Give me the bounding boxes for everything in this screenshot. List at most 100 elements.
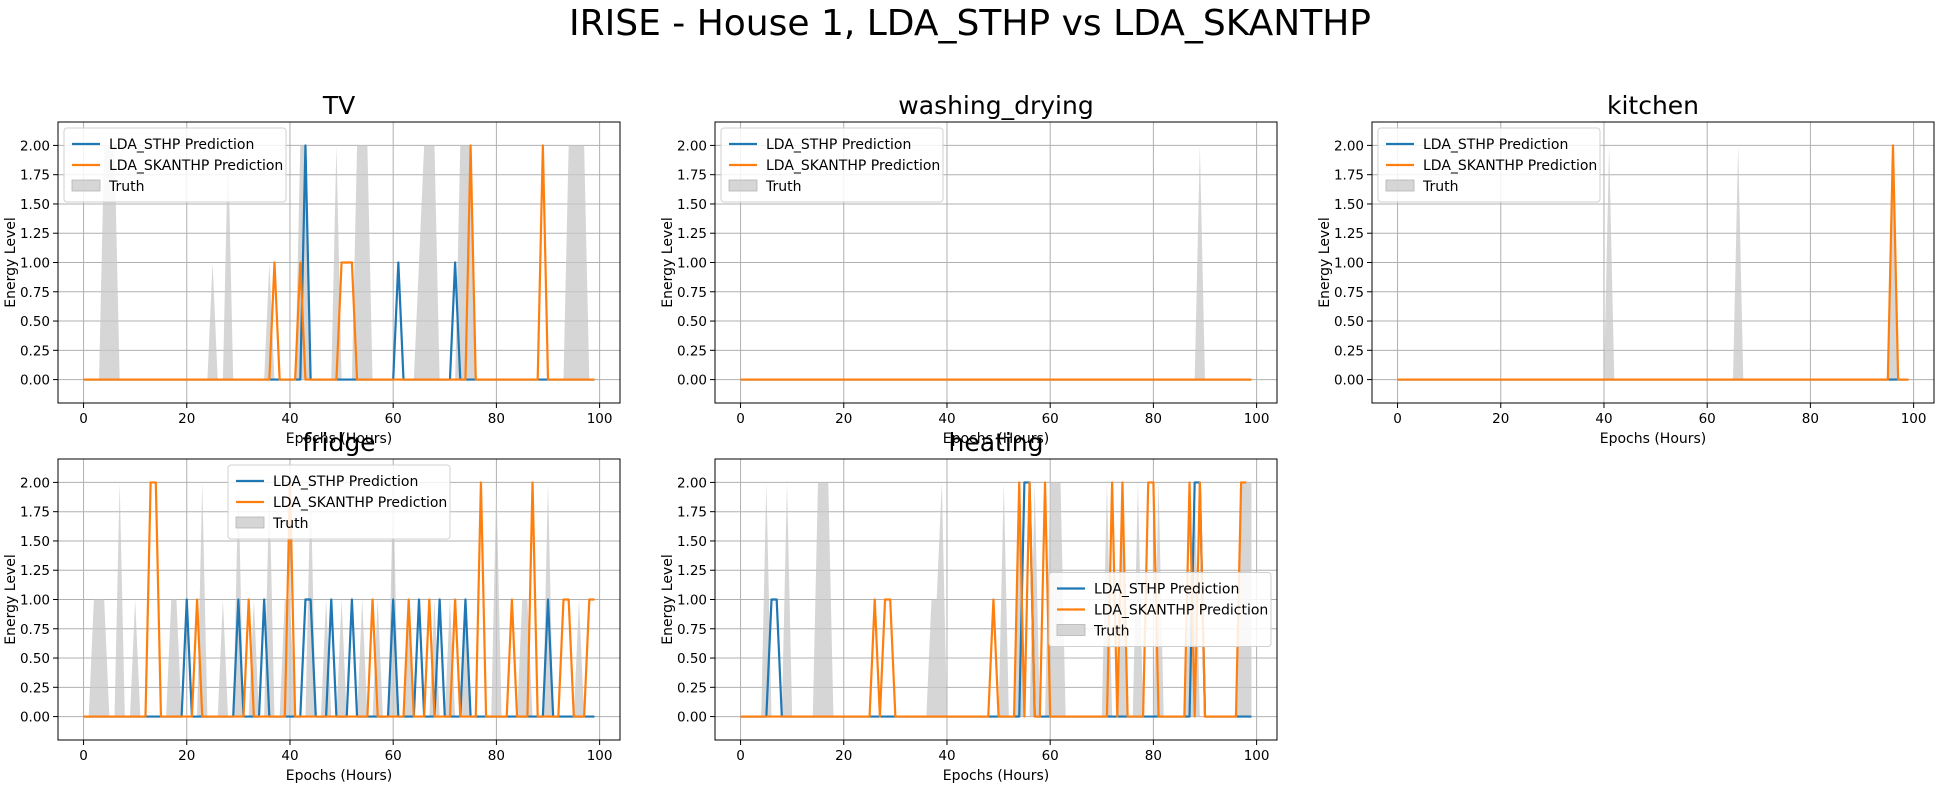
x-axis-label: Epochs (Hours) (943, 768, 1050, 784)
y-tick-label: 0.50 (20, 314, 50, 330)
x-axis-label: Epochs (Hours) (943, 431, 1050, 447)
subplot-TV: 0 20 40 60 80 100 0.00 0.25 0.50 0.75 1.00 1.25 1.50… (3, 91, 621, 447)
subplot-title: heating (948, 428, 1043, 457)
x-tick-label: 40 (938, 411, 955, 427)
skanthp-prediction-line (740, 481, 1247, 718)
legend-label: Truth (765, 179, 802, 195)
y-tick-label: 0.00 (1334, 373, 1364, 389)
legend-box (1377, 127, 1601, 203)
x-tick-label: 60 (1042, 411, 1059, 427)
legend-label: LDA_STHP Prediction (766, 137, 911, 153)
y-tick-label: 0.75 (677, 622, 707, 638)
y-tick-label: 1.25 (677, 226, 707, 242)
legend-box (63, 127, 287, 203)
skanthp-prediction-line (83, 144, 595, 381)
x-tick-label: 20 (835, 748, 852, 764)
y-tick-label: 1.25 (20, 226, 50, 242)
legend-swatch-area (71, 179, 101, 192)
skanthp-prediction-line (83, 481, 595, 718)
y-tick-label: 1.25 (677, 563, 707, 579)
y-tick-label: 0.25 (20, 343, 50, 359)
sthp-prediction-line (83, 598, 595, 718)
truth-area (83, 482, 595, 717)
legend-label: LDA_STHP Prediction (1094, 582, 1239, 598)
y-tick-label: 1.75 (677, 505, 707, 521)
legend-label: LDA_STHP Prediction (273, 474, 418, 490)
legend-label: Truth (1093, 624, 1130, 640)
subplot-heating: 0 20 40 60 80 100 0.00 0.25 0.50 0.75 1.00 1.25 1.50… (660, 428, 1278, 784)
y-tick-label: 1.00 (677, 256, 707, 272)
y-tick-label: 2.00 (677, 138, 707, 154)
legend-swatch-area (235, 516, 265, 529)
x-axis-label: Epochs (Hours) (1600, 431, 1707, 447)
x-tick-label: 80 (1802, 411, 1819, 427)
legend-swatch-area (1385, 179, 1415, 192)
y-tick-label: 1.50 (20, 197, 50, 213)
x-tick-label: 100 (1244, 748, 1270, 764)
y-tick-label: 1.50 (20, 534, 50, 550)
legend: LDA_STHP Prediction LDA_SKANTHP Predictio… (63, 127, 287, 203)
skanthp-prediction-line (1397, 144, 1909, 381)
legend-label: LDA_SKANTHP Prediction (1094, 603, 1268, 619)
y-axis-label: Energy Level (1317, 217, 1333, 307)
figure-suptitle: IRISE - House 1, LDA_STHP vs LDA_SKANTHP (569, 3, 1371, 44)
x-tick-label: 0 (736, 411, 745, 427)
y-axis-label: Energy Level (660, 217, 676, 307)
x-tick-label: 20 (178, 411, 195, 427)
x-tick-label: 60 (1042, 748, 1059, 764)
x-tick-label: 20 (835, 411, 852, 427)
x-tick-label: 100 (1901, 411, 1927, 427)
y-tick-label: 0.75 (1334, 285, 1364, 301)
legend-swatch-area (1056, 624, 1086, 636)
subplot-washing-drying: 0 20 40 60 80 100 0.00 0.25 0.50 0.75 1.00 1.25 1.50… (660, 91, 1278, 447)
truth-area (740, 482, 1252, 717)
legend: LDA_STHP Prediction LDA_SKANTHP Predictio… (1048, 572, 1272, 647)
y-tick-label: 0.25 (677, 680, 707, 696)
x-tick-label: 80 (1145, 748, 1162, 764)
y-tick-label: 0.00 (20, 373, 50, 389)
legend-box (720, 127, 944, 203)
y-tick-label: 1.75 (20, 168, 50, 184)
y-tick-label: 0.00 (677, 373, 707, 389)
y-tick-label: 0.75 (677, 285, 707, 301)
x-tick-label: 40 (281, 748, 298, 764)
y-axis-label: Energy Level (3, 554, 19, 644)
y-tick-label: 0.00 (20, 710, 50, 726)
y-tick-label: 1.75 (20, 505, 50, 521)
legend: LDA_STHP Prediction LDA_SKANTHP Predictio… (720, 127, 944, 203)
legend: LDA_STHP Prediction LDA_SKANTHP Predictio… (227, 464, 451, 540)
subplot-fridge: 0 20 40 60 80 100 0.00 0.25 0.50 0.75 1.00 1.25 1.50… (3, 428, 621, 784)
legend-label: Truth (1422, 179, 1459, 195)
y-tick-label: 1.50 (677, 534, 707, 550)
y-tick-label: 1.00 (677, 593, 707, 609)
y-tick-label: 0.00 (677, 710, 707, 726)
x-tick-label: 100 (1244, 411, 1270, 427)
legend-label: Truth (272, 516, 309, 532)
y-tick-label: 1.25 (20, 563, 50, 579)
y-tick-label: 0.25 (20, 680, 50, 696)
y-tick-label: 1.00 (1334, 256, 1364, 272)
y-tick-label: 0.75 (20, 622, 50, 638)
y-tick-label: 1.75 (1334, 168, 1364, 184)
x-tick-label: 20 (1492, 411, 1509, 427)
subplot-title: fridge (302, 428, 375, 457)
x-tick-label: 0 (79, 411, 88, 427)
y-tick-label: 0.75 (20, 285, 50, 301)
legend-box (1048, 572, 1272, 647)
y-tick-label: 2.00 (20, 475, 50, 491)
y-tick-label: 0.25 (677, 343, 707, 359)
x-tick-label: 100 (587, 748, 613, 764)
legend-box (227, 464, 451, 540)
y-tick-label: 2.00 (20, 138, 50, 154)
legend-label: LDA_SKANTHP Prediction (1423, 158, 1597, 174)
legend-label: Truth (108, 179, 145, 195)
x-tick-label: 80 (1145, 411, 1162, 427)
y-tick-label: 1.50 (677, 197, 707, 213)
truth-area (740, 145, 1252, 380)
x-axis-label: Epochs (Hours) (286, 431, 393, 447)
x-tick-label: 80 (488, 748, 505, 764)
subplot-title: TV (322, 91, 355, 120)
y-tick-label: 0.50 (1334, 314, 1364, 330)
legend-swatch-area (728, 179, 758, 192)
